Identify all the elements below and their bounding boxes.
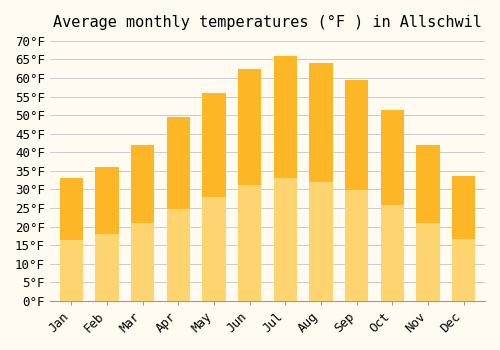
Bar	[202, 93, 226, 301]
Bar	[60, 178, 83, 301]
Bar	[310, 182, 332, 301]
Bar	[131, 145, 154, 301]
Bar	[166, 117, 190, 301]
Title: Average monthly temperatures (°F ) in Allschwil: Average monthly temperatures (°F ) in Al…	[53, 15, 482, 30]
Bar	[345, 190, 368, 301]
Bar	[202, 93, 226, 301]
Bar	[274, 56, 297, 301]
Bar	[60, 178, 83, 301]
Bar	[238, 69, 261, 301]
Bar	[345, 80, 368, 301]
Bar	[274, 178, 297, 301]
Bar	[452, 176, 475, 301]
Bar	[452, 239, 475, 301]
Bar	[416, 145, 440, 301]
Bar	[380, 110, 404, 301]
Bar	[131, 223, 154, 301]
Bar	[202, 197, 226, 301]
Bar	[416, 145, 440, 301]
Bar	[238, 69, 261, 301]
Bar	[166, 117, 190, 301]
Bar	[274, 56, 297, 301]
Bar	[96, 167, 118, 301]
Bar	[452, 176, 475, 301]
Bar	[310, 63, 332, 301]
Bar	[60, 240, 83, 301]
Bar	[96, 167, 118, 301]
Bar	[96, 234, 118, 301]
Bar	[380, 205, 404, 301]
Bar	[238, 185, 261, 301]
Bar	[416, 223, 440, 301]
Bar	[380, 110, 404, 301]
Bar	[131, 145, 154, 301]
Bar	[310, 63, 332, 301]
Bar	[166, 209, 190, 301]
Bar	[345, 80, 368, 301]
